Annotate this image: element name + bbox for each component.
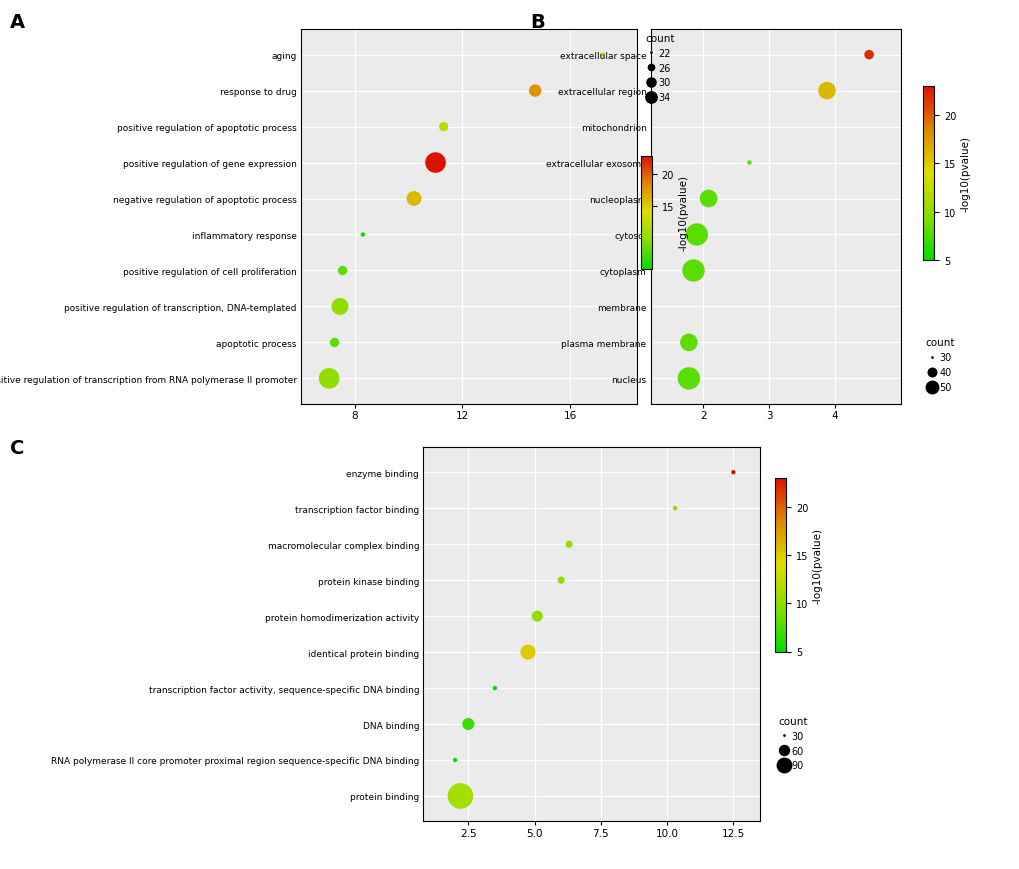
Legend: 30, 40, 50: 30, 40, 50 (922, 335, 957, 395)
Point (331, 300, 347, 314)
Point (460, 717, 476, 731)
Point (427, 156, 443, 170)
Point (860, 49, 876, 63)
Text: A: A (10, 13, 25, 32)
Point (451, 789, 468, 803)
Point (435, 121, 451, 135)
Point (779, 121, 795, 135)
Point (355, 229, 371, 242)
Point (688, 229, 704, 242)
Point (321, 372, 337, 386)
Point (560, 538, 577, 552)
Point (406, 192, 422, 206)
Point (520, 646, 536, 660)
Point (680, 372, 696, 386)
Point (680, 336, 696, 350)
Point (665, 300, 682, 314)
Y-axis label: -log10(pvalue): -log10(pvalue) (960, 136, 970, 212)
Point (594, 49, 610, 63)
Point (685, 264, 701, 278)
Point (326, 336, 342, 350)
Point (552, 574, 569, 587)
Text: B: B (530, 13, 544, 32)
Text: C: C (10, 439, 24, 458)
Point (818, 84, 835, 98)
Point (334, 264, 351, 278)
Point (529, 609, 545, 623)
Point (666, 501, 683, 515)
Legend: 22, 26, 30, 34: 22, 26, 30, 34 (642, 31, 677, 106)
Y-axis label: -log10(pvalue): -log10(pvalue) (812, 527, 822, 603)
Y-axis label: -log10(pvalue): -log10(pvalue) (678, 175, 688, 251)
Point (486, 681, 502, 695)
Point (741, 156, 757, 170)
Point (527, 84, 543, 98)
Point (725, 466, 741, 480)
Point (700, 192, 716, 206)
Legend: 30, 60, 90: 30, 60, 90 (774, 713, 809, 773)
Point (446, 753, 463, 767)
